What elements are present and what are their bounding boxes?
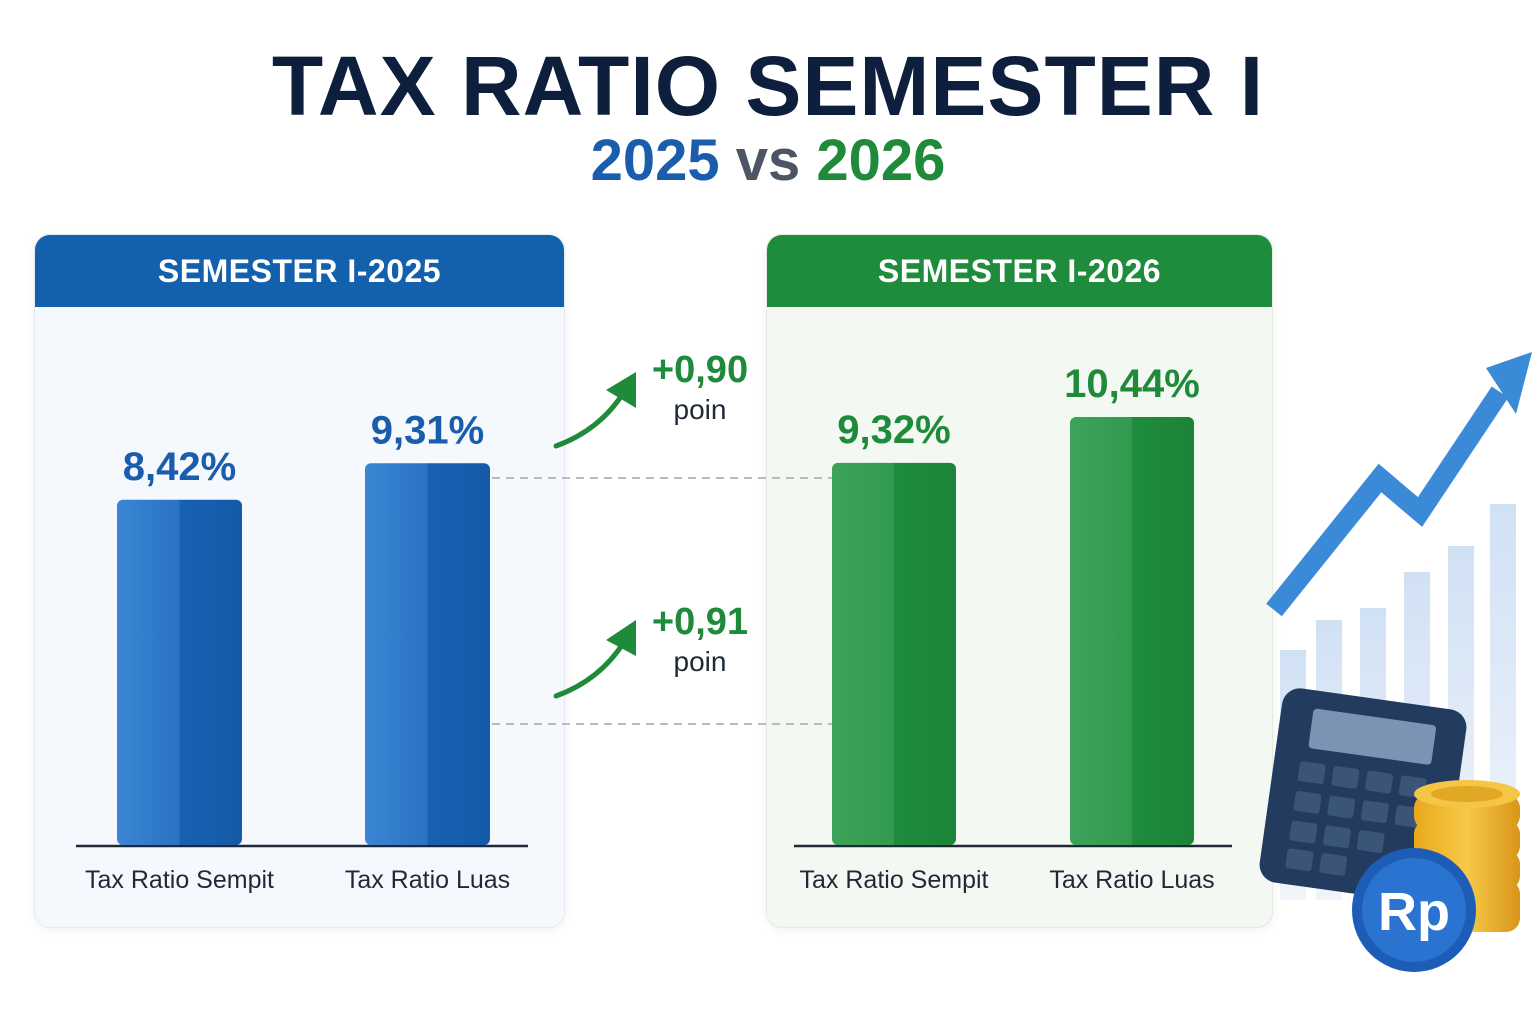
delta-unit: poin xyxy=(673,646,727,677)
delta-value: +0,90 xyxy=(651,349,749,391)
bar-value-label: 9,32% xyxy=(837,408,950,452)
subtitle-vs: vs xyxy=(735,128,801,193)
category-label: Tax Ratio Luas xyxy=(345,866,510,894)
subtitle-year-2026: 2026 xyxy=(816,128,946,193)
bars-2025: 8,42% Tax Ratio Sempit 9,31% Tax Ratio Luas xyxy=(85,408,510,894)
delta-luas: +0,91 poin xyxy=(630,600,770,680)
delta-unit: poin xyxy=(673,394,727,425)
panel-2026-header: SEMESTER I-2026 xyxy=(767,235,1272,307)
bar-tax-ratio-sempit xyxy=(117,499,242,845)
delta-value: +0,91 xyxy=(651,601,749,643)
bar-tax-ratio-luas xyxy=(365,463,490,845)
growth-arrow-icon xyxy=(553,372,636,449)
bars-2026: 9,32% Tax Ratio Sempit 10,44% Tax Ratio Lua… xyxy=(800,362,1215,894)
rupiah-symbol: Rp xyxy=(1378,882,1450,942)
bar-value-label: 8,42% xyxy=(123,445,236,489)
bar-tax-ratio-sempit xyxy=(832,462,956,845)
category-label: Tax Ratio Sempit xyxy=(800,866,989,894)
subtitle-year-2025: 2025 xyxy=(590,128,720,193)
panel-2025-header: SEMESTER I-2025 xyxy=(35,235,564,307)
rupiah-coin-icon: Rp xyxy=(1352,848,1476,972)
category-label: Tax Ratio Luas xyxy=(1049,866,1214,894)
page-subtitle: 2025 vs 2026 xyxy=(0,126,1536,196)
category-label: Tax Ratio Sempit xyxy=(85,866,274,894)
page-title: TAX RATIO SEMESTER I xyxy=(271,39,1265,133)
bar-tax-ratio-luas xyxy=(1070,416,1194,845)
delta-sempit: +0,90 poin xyxy=(630,348,770,428)
bar-value-label: 9,31% xyxy=(371,408,484,452)
bar-value-label: 10,44% xyxy=(1064,362,1200,406)
trend-arrow-icon xyxy=(1266,352,1532,617)
growth-arrow-icon xyxy=(553,620,636,699)
